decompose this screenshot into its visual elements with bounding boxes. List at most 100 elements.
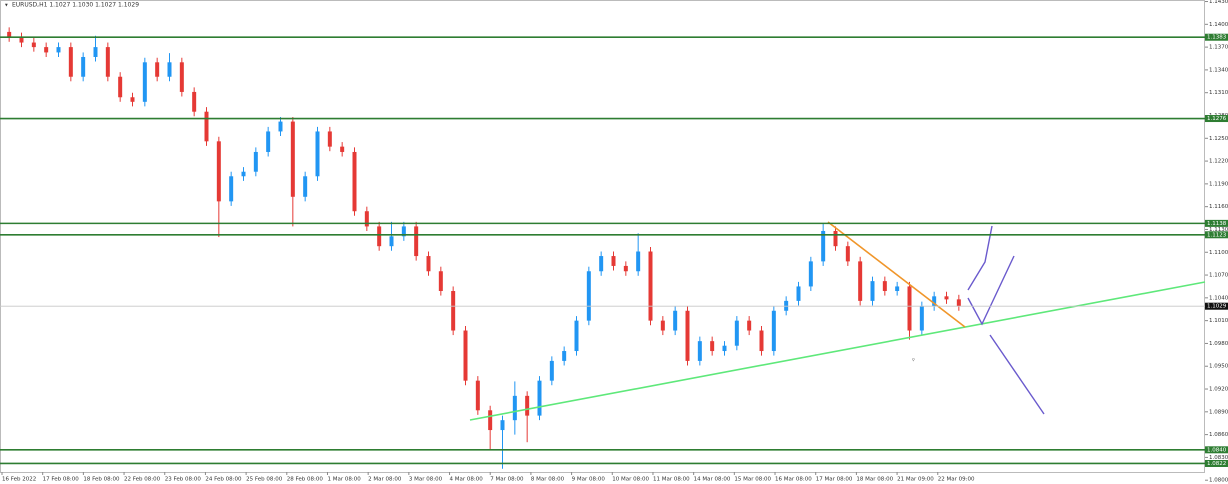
y-tick-label: 1.0860 bbox=[1209, 432, 1228, 438]
x-tick-label: 25 Feb 08:00 bbox=[246, 477, 283, 483]
y-tick-label: 1.1070 bbox=[1209, 273, 1228, 279]
projection-arrow bbox=[967, 255, 1015, 326]
candle-body bbox=[488, 410, 493, 431]
y-tick-label: 1.0920 bbox=[1209, 387, 1228, 393]
y-tick-label: 1.0890 bbox=[1209, 409, 1228, 415]
y-tick-label: 1.1040 bbox=[1209, 295, 1228, 301]
candle-body bbox=[192, 91, 197, 112]
projection-arrow bbox=[989, 334, 1045, 415]
x-tick-label: 18 Feb 08:00 bbox=[83, 477, 120, 483]
candle-body bbox=[303, 176, 308, 197]
candle-body bbox=[611, 256, 616, 266]
candle-body bbox=[463, 330, 468, 381]
candle-body bbox=[278, 121, 283, 132]
candle-body bbox=[130, 97, 135, 102]
x-tick-label: 8 Mar 08:00 bbox=[531, 477, 565, 483]
x-tick-label: 17 Mar 08:00 bbox=[816, 477, 853, 483]
candle-body bbox=[438, 271, 443, 292]
arrow-marker: ▿ bbox=[912, 358, 915, 364]
candle-body bbox=[500, 420, 505, 431]
candle-body bbox=[636, 251, 641, 272]
candle-body bbox=[401, 226, 406, 237]
y-tick-label: 1.1130 bbox=[1209, 227, 1228, 233]
candle-body bbox=[549, 360, 554, 381]
y-tick-label: 1.1100 bbox=[1209, 250, 1228, 256]
candle-body bbox=[204, 111, 209, 142]
candle-body bbox=[623, 265, 628, 272]
candle-body bbox=[56, 47, 61, 53]
y-tick-label: 1.0830 bbox=[1209, 455, 1228, 461]
level-label: 1.1138 bbox=[1207, 221, 1227, 227]
candle-body bbox=[944, 296, 949, 300]
x-tick-label: 1 Mar 08:00 bbox=[327, 477, 361, 483]
x-tick-label: 2 Mar 08:00 bbox=[368, 477, 402, 483]
candle-body bbox=[31, 42, 36, 48]
candle-body bbox=[833, 230, 838, 247]
candle-body bbox=[179, 62, 184, 92]
candle-body bbox=[7, 31, 12, 38]
candle-body bbox=[574, 320, 579, 352]
candle-body bbox=[932, 296, 937, 307]
y-tick-label: 1.1310 bbox=[1209, 90, 1228, 96]
chart-title: EURUSD,H1 1.1027 1.1030 1.1027 1.1029 bbox=[12, 2, 139, 9]
current-price-label: 1.1029 bbox=[1207, 304, 1227, 310]
candle-body bbox=[562, 351, 567, 361]
candle-body bbox=[352, 151, 357, 212]
x-tick-label: 16 Feb 2022 bbox=[2, 477, 36, 483]
candle-body bbox=[290, 121, 295, 197]
candle-body bbox=[475, 380, 480, 411]
resistance-trendline bbox=[827, 221, 966, 328]
level-label: 1.1276 bbox=[1207, 116, 1227, 122]
level-label-box bbox=[1205, 33, 1228, 41]
y-tick-label: 1.1160 bbox=[1209, 204, 1228, 210]
candle-body bbox=[734, 320, 739, 346]
x-tick-label: 10 Mar 08:00 bbox=[612, 477, 649, 483]
candle-body bbox=[81, 56, 86, 77]
x-tick-label: 24 Feb 08:00 bbox=[205, 477, 242, 483]
candle-body bbox=[586, 271, 591, 321]
marks bbox=[7, 27, 961, 469]
candle-body bbox=[648, 251, 653, 321]
candle-body bbox=[105, 47, 110, 77]
level-label-box bbox=[1205, 231, 1228, 239]
current-price-box bbox=[1205, 302, 1228, 310]
candle-body bbox=[845, 246, 850, 262]
y-tick-label: 1.0800 bbox=[1209, 478, 1228, 484]
level-label-box bbox=[1205, 459, 1228, 467]
candle-body bbox=[697, 341, 702, 361]
candle-body bbox=[389, 236, 394, 247]
candle-body bbox=[19, 37, 24, 43]
y-tick-label: 1.1370 bbox=[1209, 45, 1228, 51]
candle-body bbox=[956, 299, 961, 307]
candle-body bbox=[858, 261, 863, 301]
x-tick-label: 7 Mar 08:00 bbox=[490, 477, 524, 483]
x-tick-label: 11 Mar 08:00 bbox=[653, 477, 690, 483]
candle-body bbox=[142, 62, 147, 102]
candle-body bbox=[241, 171, 246, 177]
candle-body bbox=[451, 291, 456, 331]
candle-body bbox=[266, 131, 271, 152]
y-tick-label: 1.0980 bbox=[1209, 341, 1228, 347]
candle-body bbox=[685, 310, 690, 361]
candle-body bbox=[44, 47, 49, 53]
candle-body bbox=[660, 320, 665, 331]
candle-body bbox=[118, 76, 123, 98]
x-tick-label: 17 Feb 08:00 bbox=[43, 477, 80, 483]
y-tick-label: 1.1010 bbox=[1209, 318, 1228, 324]
candle-body bbox=[919, 306, 924, 331]
candle-body bbox=[870, 281, 875, 301]
level-label-box bbox=[1205, 115, 1228, 123]
candle-body bbox=[759, 330, 764, 352]
candle-body bbox=[216, 141, 221, 202]
y-tick-label: 1.1340 bbox=[1209, 67, 1228, 73]
level-label-box bbox=[1205, 219, 1228, 227]
candle-body bbox=[340, 146, 345, 152]
y-tick-label: 1.1250 bbox=[1209, 136, 1228, 142]
candle-body bbox=[155, 62, 160, 77]
candle-body bbox=[710, 341, 715, 352]
candle-body bbox=[364, 211, 369, 227]
candle-body bbox=[747, 320, 752, 331]
candle-body bbox=[673, 310, 678, 331]
x-tick-label: 14 Mar 08:00 bbox=[694, 477, 731, 483]
